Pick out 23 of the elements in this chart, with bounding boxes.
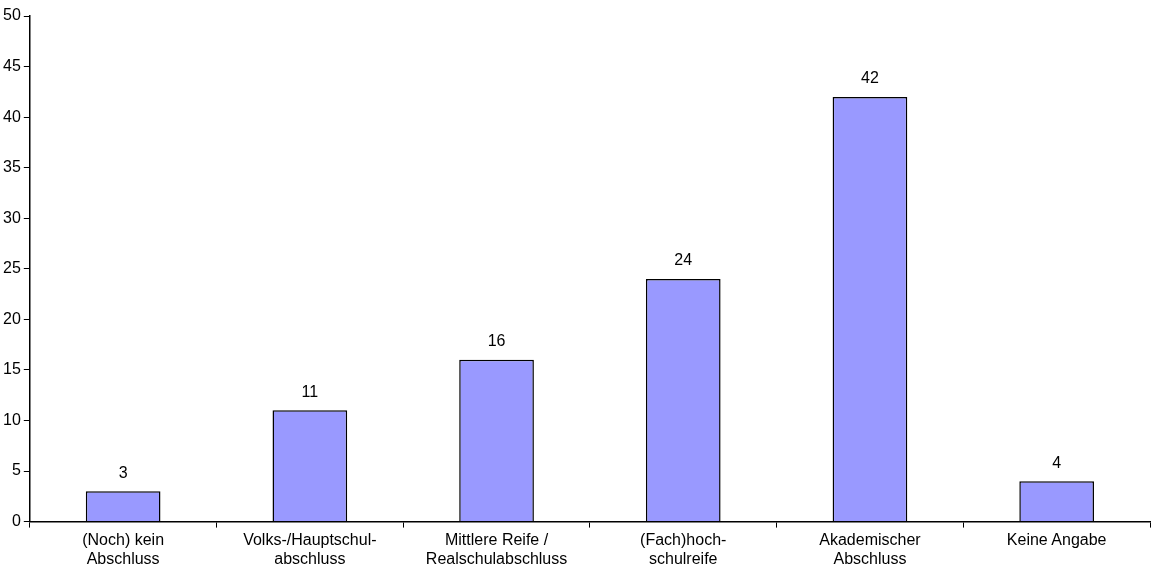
- y-tick-label: 40: [3, 107, 21, 125]
- y-tick-label: 0: [11, 512, 21, 530]
- y-tick-label: 15: [3, 360, 21, 378]
- data-label: 4: [1052, 453, 1062, 471]
- x-tick-label: Mittlere Reife / Realschulabschluss: [425, 530, 568, 567]
- data-label: 3: [118, 463, 128, 481]
- y-tick-label: 20: [3, 309, 21, 327]
- data-label: 24: [674, 251, 693, 269]
- data-label: 16: [487, 332, 506, 350]
- x-tick-label: (Noch) kein Abschluss: [82, 530, 165, 567]
- y-tick-label: 35: [3, 158, 21, 176]
- y-tick-label: 10: [3, 410, 21, 428]
- x-tick-label: Volks-/Hauptschul- abschluss: [243, 530, 377, 567]
- y-tick-label: 50: [3, 6, 21, 24]
- y-tick-label: 5: [11, 461, 21, 479]
- x-tick-label: Akademischer Abschluss: [819, 530, 922, 567]
- y-tick-label: 45: [3, 56, 21, 74]
- data-label: 11: [301, 382, 319, 400]
- x-tick-label: (Fach)hoch- schulreife: [640, 530, 727, 567]
- y-tick-label: 25: [3, 259, 21, 277]
- y-tick-label: 30: [3, 208, 21, 226]
- x-tick-label: Keine Angabe: [1006, 530, 1107, 548]
- data-label: 42: [861, 69, 879, 87]
